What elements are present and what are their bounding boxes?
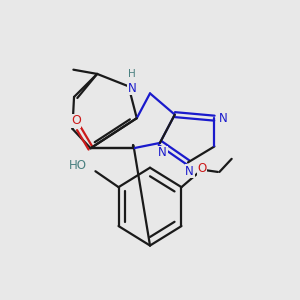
- Text: HO: HO: [69, 159, 87, 172]
- Text: N: N: [128, 82, 136, 94]
- Text: N: N: [185, 165, 194, 178]
- Text: O: O: [197, 162, 207, 175]
- Text: N: N: [219, 112, 228, 125]
- Text: O: O: [71, 115, 81, 128]
- Text: N: N: [158, 146, 167, 159]
- Text: H: H: [128, 69, 136, 79]
